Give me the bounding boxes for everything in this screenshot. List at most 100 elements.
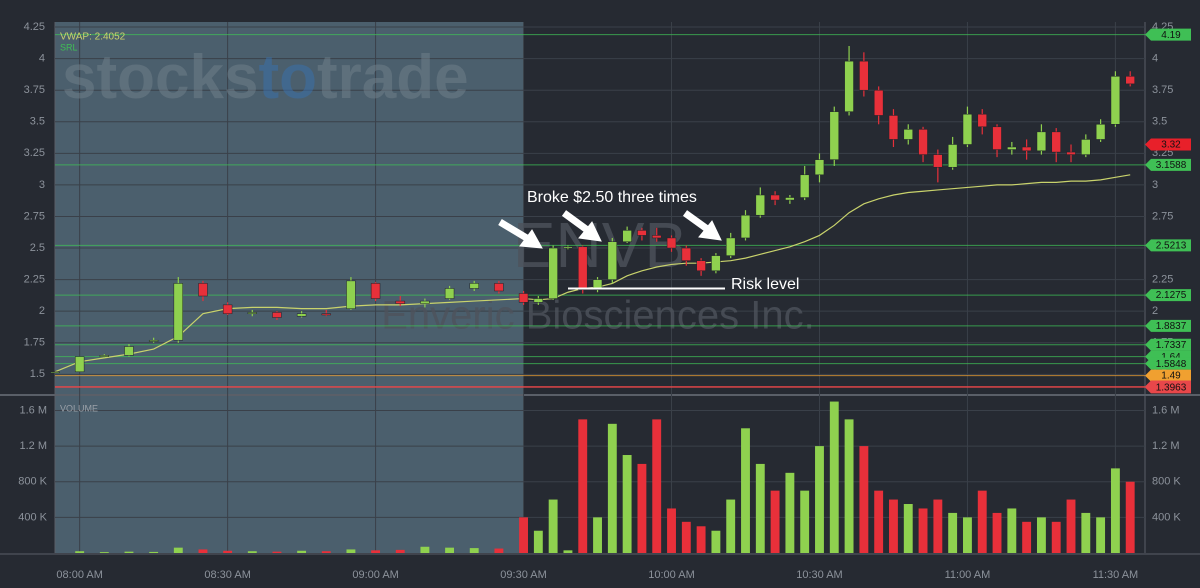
level-label: 1.8837: [1156, 321, 1187, 332]
level-tag: [1145, 28, 1191, 41]
candle-body: [563, 246, 573, 249]
candle-body: [346, 280, 356, 309]
level-label: 2.1275: [1156, 290, 1187, 301]
y-tick-label-right: 800 K: [1152, 476, 1181, 488]
candle-body: [1110, 76, 1121, 125]
volume-bar: [963, 517, 972, 553]
volume-bar: [726, 499, 736, 553]
volume-bar: [346, 549, 356, 553]
level-label: 2.5213: [1156, 240, 1187, 251]
candle-body: [755, 194, 765, 216]
volume-bar: [755, 463, 765, 553]
x-tick-label: 08:00 AM: [56, 569, 102, 581]
candle-body: [444, 288, 455, 299]
volume-bar: [607, 423, 617, 553]
last-price-label: 3.32: [1161, 140, 1181, 151]
y-tick-label-right: 4.25: [1152, 21, 1173, 33]
candle-body: [1066, 151, 1076, 155]
volume-bar: [198, 549, 208, 553]
candle-body: [1007, 146, 1017, 150]
candle-body: [50, 371, 60, 374]
y-tick-label-right: 3: [1152, 179, 1158, 191]
volume-bar: [977, 490, 987, 553]
candle-body: [903, 129, 913, 140]
y-tick-label: 1.6 M: [19, 404, 47, 416]
volume-bar: [149, 551, 159, 553]
volume-bar: [637, 463, 647, 553]
candle-body: [637, 230, 647, 236]
candle-body: [785, 197, 795, 201]
level-tag: [1145, 357, 1191, 370]
volume-title: VOLUME: [60, 403, 98, 413]
candle-body: [74, 356, 85, 373]
plot-layer: [50, 34, 1145, 553]
candle-body: [1081, 139, 1091, 155]
x-tick-label: 09:30 AM: [500, 569, 546, 581]
candle-body: [578, 246, 588, 290]
candle-body: [740, 214, 751, 239]
volume-bar: [696, 526, 706, 553]
volume-bar: [1096, 517, 1106, 553]
candle-body: [859, 60, 869, 91]
candle-body: [148, 339, 159, 342]
volume-bar: [711, 530, 721, 553]
level-tag: [1145, 381, 1191, 394]
volume-bar: [223, 550, 233, 553]
volume-bar: [1051, 521, 1061, 553]
volume-bar: [770, 490, 780, 553]
candle-body: [829, 111, 839, 160]
volume-bar: [1036, 517, 1046, 553]
candle-body: [272, 312, 282, 318]
level-tag: [1145, 369, 1191, 382]
y-tick-label: 4: [39, 53, 45, 65]
legend-vwap: VWAP: 2.4052: [60, 32, 126, 43]
x-tick-label: 09:00 AM: [352, 569, 398, 581]
last-price-tag: [1145, 138, 1191, 151]
logo-part: trade: [317, 43, 469, 112]
candle-body: [124, 346, 134, 356]
candle-body: [592, 279, 603, 290]
level-tag: [1145, 319, 1191, 332]
volume-bar: [469, 548, 479, 553]
volume-bar: [800, 490, 810, 553]
volume-bar: [903, 504, 913, 553]
volume-bar: [272, 551, 282, 553]
volume-bar: [859, 446, 869, 553]
volume-bar: [992, 512, 1002, 553]
candle-body: [726, 237, 736, 256]
volume-bar: [578, 419, 588, 553]
premarket-shade: [55, 22, 524, 553]
candle-body: [696, 260, 706, 272]
x-tick-label: 10:00 AM: [648, 569, 694, 581]
volume-bar: [667, 508, 676, 553]
level-tag: [1145, 289, 1191, 302]
candle-body: [395, 300, 405, 304]
volume-bar: [933, 499, 943, 553]
level-label: 1.64: [1161, 352, 1181, 363]
y-tick-label-right: 400 K: [1152, 511, 1181, 523]
volume-bar: [681, 521, 691, 553]
candle-body: [1095, 124, 1106, 140]
candle-body: [873, 89, 884, 116]
volume-bar: [395, 549, 405, 553]
x-tick-label: 08:30 AM: [204, 569, 250, 581]
volume-bar: [533, 530, 543, 553]
y-tick-label: 400 K: [18, 511, 47, 523]
volume-bar: [622, 455, 632, 553]
y-tick-label-right: 2.25: [1152, 274, 1173, 286]
candle-body: [420, 300, 430, 304]
candle-body: [977, 113, 987, 128]
x-tick-label: 11:30 AM: [1093, 569, 1139, 581]
volume-bar: [815, 446, 824, 553]
volume-bar: [1022, 521, 1032, 553]
candle-body: [962, 113, 973, 145]
level-label: 1.49: [1161, 371, 1181, 382]
volume-bar: [297, 550, 307, 553]
arrow: [561, 210, 593, 235]
level-tag: [1145, 158, 1191, 171]
candle-body: [681, 247, 692, 261]
volume-bar: [75, 551, 85, 553]
level-tag: [1145, 239, 1191, 252]
level-label: 1.5848: [1156, 359, 1187, 370]
